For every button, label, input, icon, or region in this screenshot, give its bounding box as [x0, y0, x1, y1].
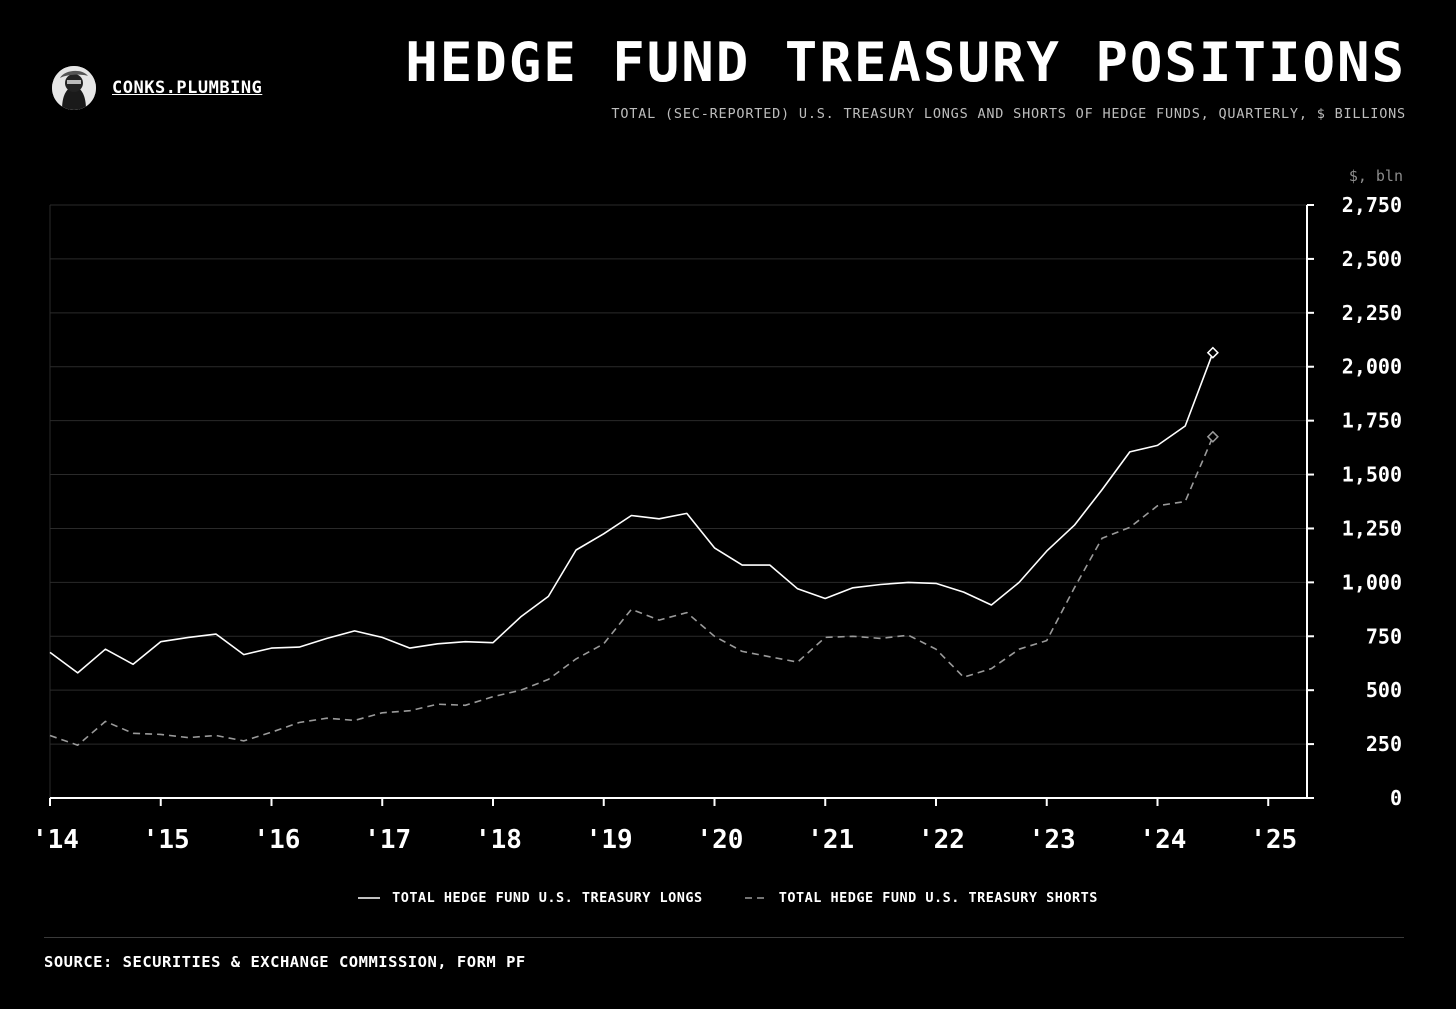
y-tick-label-7: 1,750 [1342, 409, 1402, 433]
series-line-shorts [49, 436, 1214, 747]
x-tick-label-10: '24 [1139, 825, 1186, 855]
y-axis-unit-label: $, bln [1349, 167, 1403, 185]
brand[interactable]: CONKS.PLUMBING [52, 66, 262, 110]
y-tick-label-6: 1,500 [1342, 463, 1402, 487]
page-subtitle: TOTAL (SEC-REPORTED) U.S. TREASURY LONGS… [611, 106, 1406, 122]
end-marker-shorts [1206, 430, 1219, 443]
y-tick-label-3: 750 [1366, 624, 1402, 648]
x-tick-label-2: '16 [253, 825, 300, 855]
x-tick-label-3: '17 [364, 825, 411, 855]
legend-item-longs: TOTAL HEDGE FUND U.S. TREASURY LONGS [358, 890, 703, 906]
chart-legend: TOTAL HEDGE FUND U.S. TREASURY LONGS TOT… [0, 890, 1456, 906]
legend-label-longs: TOTAL HEDGE FUND U.S. TREASURY LONGS [392, 890, 703, 906]
y-tick-label-8: 2,000 [1342, 355, 1402, 379]
x-tick-label-1: '15 [143, 825, 190, 855]
y-tick-label-0: 0 [1390, 786, 1402, 810]
x-tick-label-4: '18 [475, 825, 522, 855]
x-tick-label-9: '23 [1029, 825, 1076, 855]
x-tick-label-8: '22 [918, 825, 965, 855]
legend-swatch-longs [358, 897, 381, 899]
end-marker-longs [1206, 346, 1219, 359]
y-tick-label-11: 2,750 [1342, 193, 1402, 217]
y-tick-label-9: 2,250 [1342, 301, 1402, 325]
x-tick-label-0: '14 [32, 825, 79, 855]
x-tick-label-7: '21 [807, 825, 854, 855]
x-tick-label-5: '19 [586, 825, 633, 855]
page-title: HEDGE FUND TREASURY POSITIONS [405, 31, 1406, 94]
legend-swatch-shorts [744, 897, 767, 899]
legend-label-shorts: TOTAL HEDGE FUND U.S. TREASURY SHORTS [778, 890, 1098, 906]
masked-figure-avatar-icon [52, 66, 96, 110]
brand-name-link[interactable]: CONKS.PLUMBING [112, 78, 263, 98]
y-tick-label-1: 250 [1366, 732, 1402, 756]
x-tick-label-6: '20 [696, 825, 743, 855]
source-note: SOURCE: SECURITIES & EXCHANGE COMMISSION… [44, 953, 526, 971]
avatar [52, 66, 96, 110]
chart: 0 250 500 750 1,000 1,250 1,500 1,750 2,000 2,250… [32, 167, 1403, 855]
y-tick-label-4: 1,000 [1342, 570, 1402, 594]
y-tick-label-10: 2,500 [1342, 247, 1402, 271]
series-line-longs [49, 352, 1214, 674]
footer-divider [44, 937, 1404, 938]
y-tick-label-2: 500 [1366, 678, 1402, 702]
x-tick-label-11: '25 [1250, 825, 1297, 855]
legend-item-shorts: TOTAL HEDGE FUND U.S. TREASURY SHORTS [744, 890, 1098, 906]
y-tick-label-5: 1,250 [1342, 516, 1402, 540]
